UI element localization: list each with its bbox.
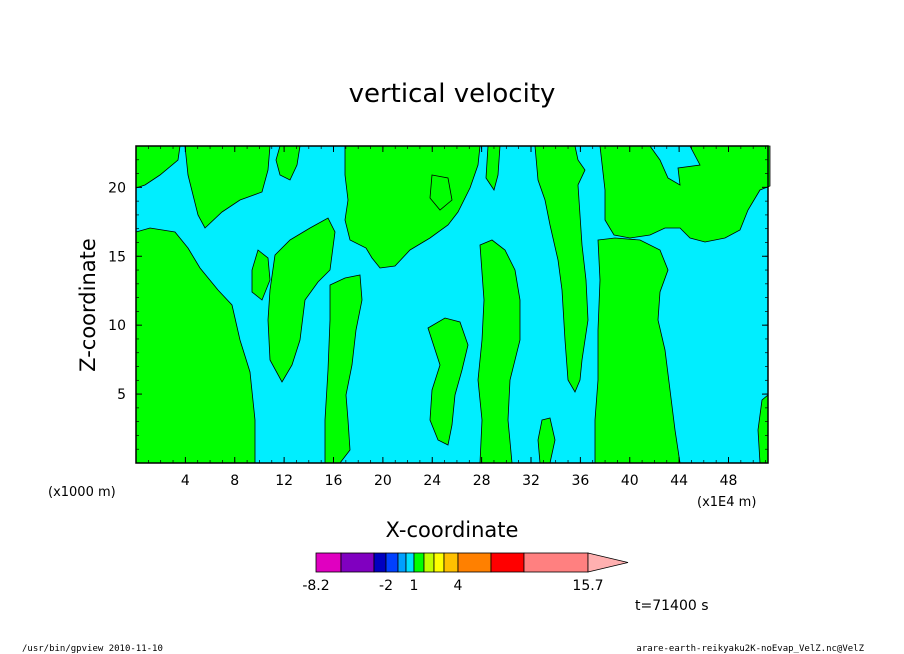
colorbar-arrow xyxy=(587,552,629,573)
colorbar-segment xyxy=(405,552,415,573)
positive-region-7 xyxy=(344,145,481,269)
colorbar-segment xyxy=(433,552,445,573)
colorbar-segment xyxy=(340,552,375,573)
colorbar-segment xyxy=(397,552,407,573)
time-label: t=71400 s xyxy=(635,598,709,614)
y-tick-label: 5 xyxy=(117,387,126,403)
colorbar-segment xyxy=(443,552,459,573)
x-tick-label: 24 xyxy=(423,473,441,489)
colorbar-segment xyxy=(523,552,589,573)
positive-region-8 xyxy=(429,174,453,211)
x-tick-label: 40 xyxy=(621,473,639,489)
y-tick-label: 20 xyxy=(108,180,126,196)
x-tick-label: 16 xyxy=(325,473,343,489)
colorbar-tick-label: 15.7 xyxy=(572,578,603,594)
colorbar-tick-label: 4 xyxy=(454,578,463,594)
x-tick-label: 8 xyxy=(230,473,239,489)
x-scale-note: (x1E4 m) xyxy=(697,495,756,510)
positive-region-9 xyxy=(324,274,363,464)
colorbar-segment xyxy=(315,552,342,573)
positive-region-3 xyxy=(184,145,271,229)
colorbar-segment xyxy=(385,552,399,573)
positive-region-14 xyxy=(599,145,771,243)
positive-region-5 xyxy=(251,249,271,301)
chart-title: vertical velocity xyxy=(349,79,556,109)
positive-region-12 xyxy=(477,239,521,464)
x-axis-label: X-coordinate xyxy=(386,518,519,542)
colorbar-segment xyxy=(457,552,492,573)
colorbar: -8.2 -2 1 4 15.7 xyxy=(302,552,629,594)
x-tick-label: 44 xyxy=(670,473,688,489)
x-tick-label: 4 xyxy=(181,473,190,489)
positive-region-11 xyxy=(427,317,469,446)
x-tick-label: 36 xyxy=(571,473,589,489)
y-axis-label: Z-coordinate xyxy=(76,238,100,372)
positive-region-13 xyxy=(534,145,589,393)
positive-region-15 xyxy=(594,237,681,464)
colorbar-tick-label: -8.2 xyxy=(302,578,329,594)
y-tick-label: 10 xyxy=(108,318,126,334)
x-tick-label: 20 xyxy=(374,473,392,489)
y-tick-label: 15 xyxy=(108,249,126,265)
x-tick-label: 12 xyxy=(275,473,293,489)
colorbar-segment xyxy=(373,552,387,573)
positive-velocity-regions xyxy=(135,145,771,464)
colorbar-segment xyxy=(413,552,425,573)
y-scale-note: (x1000 m) xyxy=(48,485,116,500)
colorbar-segment xyxy=(490,552,525,573)
colorbar-segment xyxy=(423,552,435,573)
x-tick-label: 32 xyxy=(522,473,540,489)
x-tick-label: 28 xyxy=(473,473,491,489)
footer-right: arare-earth-reikyaku2K-noEvap_VelZ.nc@Ve… xyxy=(636,644,864,654)
positive-region-6 xyxy=(267,217,336,383)
colorbar-tick-label: -2 xyxy=(379,578,393,594)
plot-frame xyxy=(135,145,769,464)
x-tick-label: 48 xyxy=(720,473,738,489)
footer-left: /usr/bin/gpview 2010-11-10 xyxy=(22,644,163,654)
colorbar-tick-label: 1 xyxy=(410,578,419,594)
